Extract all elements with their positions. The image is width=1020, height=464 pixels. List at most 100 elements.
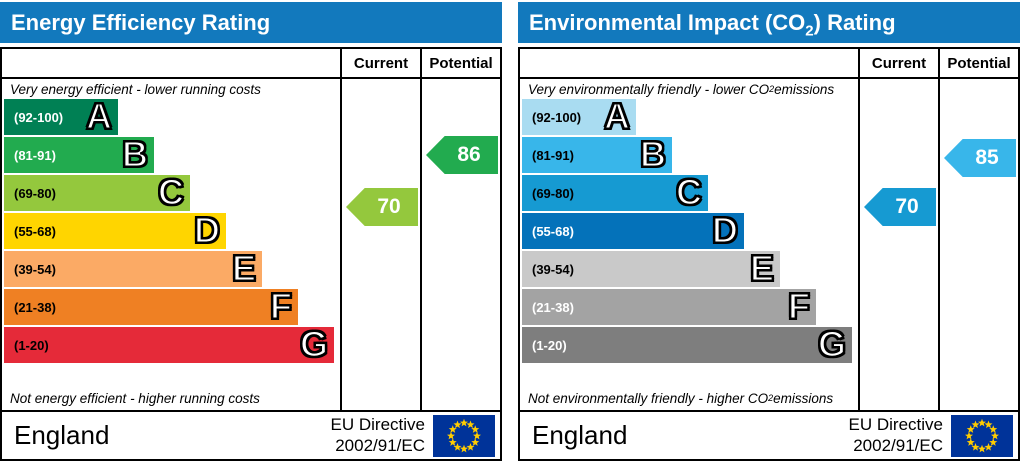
region-label: England bbox=[14, 420, 110, 450]
footer-row: England EU Directive 2002/91/EC bbox=[2, 410, 500, 459]
band-range-label: (81-91) bbox=[532, 147, 574, 163]
eu-flag-icon bbox=[433, 414, 495, 457]
rating-table: Current Potential Very energy efficient - … bbox=[0, 47, 502, 461]
band-letter: A bbox=[85, 95, 113, 137]
band-row-a: (92-100) A bbox=[522, 95, 858, 137]
top-note: Very energy efficient - lower running co… bbox=[10, 81, 261, 97]
rating-table: Current Potential Very environmentally fri… bbox=[518, 47, 1020, 461]
band-bar-g: (1-20) G bbox=[4, 323, 334, 365]
eu-directive-line2: 2002/91/EC bbox=[853, 435, 943, 455]
band-bar-a: (92-100) A bbox=[4, 95, 118, 137]
band-letter: B bbox=[121, 133, 149, 175]
band-bar-c: (69-80) C bbox=[4, 171, 190, 213]
current-value-cell: 70 bbox=[860, 79, 940, 410]
current-rating-value: 70 bbox=[377, 195, 401, 218]
band-scale: Very environmentally friendly - lower CO… bbox=[520, 79, 860, 410]
band-range-label: (81-91) bbox=[14, 147, 56, 163]
band-letter: A bbox=[603, 95, 631, 137]
band-range-label: (69-80) bbox=[14, 185, 56, 201]
band-row-c: (69-80) C bbox=[522, 171, 858, 213]
band-row-b: (81-91) B bbox=[4, 133, 340, 175]
rating-body-row: Very energy efficient - lower running co… bbox=[2, 79, 500, 410]
column-header-row: Current Potential bbox=[520, 49, 1018, 79]
band-row-g: (1-20) G bbox=[4, 323, 340, 365]
region-label: England bbox=[532, 420, 628, 450]
current-rating-value: 70 bbox=[895, 195, 919, 218]
potential-rating-value: 86 bbox=[457, 143, 481, 166]
band-range-label: (92-100) bbox=[14, 109, 64, 125]
band-range-label: (92-100) bbox=[532, 109, 582, 125]
band-letter: D bbox=[193, 209, 221, 251]
environmental-impact-panel: Environmental Impact (CO2) Rating Current… bbox=[518, 0, 1020, 464]
band-row-d: (55-68) D bbox=[522, 209, 858, 251]
eu-directive-line2: 2002/91/EC bbox=[335, 435, 425, 455]
band-range-label: (1-20) bbox=[532, 337, 567, 353]
band-scale: Very energy efficient - lower running co… bbox=[2, 79, 342, 410]
band-bar-g: (1-20) G bbox=[522, 323, 852, 365]
band-bar-b: (81-91) B bbox=[522, 133, 672, 175]
band-range-label: (55-68) bbox=[532, 223, 574, 239]
band-range-label: (21-38) bbox=[532, 299, 574, 315]
band-range-label: (1-20) bbox=[14, 337, 49, 353]
band-letter: C bbox=[675, 171, 703, 213]
current-column-header: Current bbox=[860, 49, 940, 77]
band-letter: B bbox=[639, 133, 667, 175]
band-bar-b: (81-91) B bbox=[4, 133, 154, 175]
current-rating-arrow: 70 bbox=[864, 188, 936, 226]
band-bar-f: (21-38) F bbox=[4, 285, 298, 327]
band-range-label: (55-68) bbox=[14, 223, 56, 239]
band-letter: F bbox=[787, 285, 811, 327]
potential-rating-arrow: 86 bbox=[426, 136, 498, 174]
band-row-c: (69-80) C bbox=[4, 171, 340, 213]
band-bar-d: (55-68) D bbox=[4, 209, 226, 251]
band-row-g: (1-20) G bbox=[522, 323, 858, 365]
eu-directive-line1: EU Directive bbox=[848, 415, 943, 435]
potential-value-cell: 86 bbox=[422, 79, 500, 410]
eu-directive-line1: EU Directive bbox=[330, 415, 425, 435]
band-letter: D bbox=[711, 209, 739, 251]
band-range-label: (69-80) bbox=[532, 185, 574, 201]
band-letter: E bbox=[749, 247, 775, 289]
band-row-f: (21-38) F bbox=[522, 285, 858, 327]
current-value-cell: 70 bbox=[342, 79, 422, 410]
top-note: Very environmentally friendly - lower CO… bbox=[528, 81, 835, 97]
eu-flag-icon bbox=[951, 414, 1013, 457]
eu-flag-stars bbox=[951, 414, 1013, 457]
band-bar-e: (39-54) E bbox=[522, 247, 780, 289]
band-bar-c: (69-80) C bbox=[522, 171, 708, 213]
band-bar-d: (55-68) D bbox=[522, 209, 744, 251]
band-bar-a: (92-100) A bbox=[522, 95, 636, 137]
band-range-label: (39-54) bbox=[532, 261, 574, 277]
band-letter: G bbox=[299, 323, 329, 365]
panel-title: Energy Efficiency Rating bbox=[0, 2, 502, 43]
band-row-f: (21-38) F bbox=[4, 285, 340, 327]
co2-subscript: 2 bbox=[805, 22, 814, 40]
band-bar-e: (39-54) E bbox=[4, 247, 262, 289]
band-letter: F bbox=[269, 285, 293, 327]
bottom-note: Not energy efficient - higher running co… bbox=[10, 390, 260, 406]
column-header-row: Current Potential bbox=[2, 49, 500, 79]
band-range-label: (39-54) bbox=[14, 261, 56, 277]
band-row-e: (39-54) E bbox=[522, 247, 858, 289]
current-rating-arrow: 70 bbox=[346, 188, 418, 226]
footer-row: England EU Directive 2002/91/EC bbox=[520, 410, 1018, 459]
band-row-d: (55-68) D bbox=[4, 209, 340, 251]
potential-column-header: Potential bbox=[947, 54, 1011, 72]
potential-rating-arrow: 85 bbox=[944, 139, 1016, 177]
energy-efficiency-panel: Energy Efficiency Rating Current Potential… bbox=[0, 0, 502, 464]
band-bar-f: (21-38) F bbox=[522, 285, 816, 327]
potential-column-header: Potential bbox=[429, 54, 493, 72]
band-row-e: (39-54) E bbox=[4, 247, 340, 289]
current-column-header: Current bbox=[342, 49, 422, 77]
eu-directive-label: EU Directive 2002/91/EC bbox=[849, 415, 943, 456]
band-letter: C bbox=[157, 171, 185, 213]
band-row-a: (92-100) A bbox=[4, 95, 340, 137]
band-letter: E bbox=[231, 247, 257, 289]
bottom-note: Not environmentally friendly - higher CO… bbox=[528, 390, 834, 406]
panel-title: Environmental Impact (CO2) Rating bbox=[518, 2, 1020, 43]
potential-value-cell: 85 bbox=[940, 79, 1018, 410]
band-range-label: (21-38) bbox=[14, 299, 56, 315]
band-letter: G bbox=[817, 323, 847, 365]
eu-flag-stars bbox=[433, 414, 495, 457]
